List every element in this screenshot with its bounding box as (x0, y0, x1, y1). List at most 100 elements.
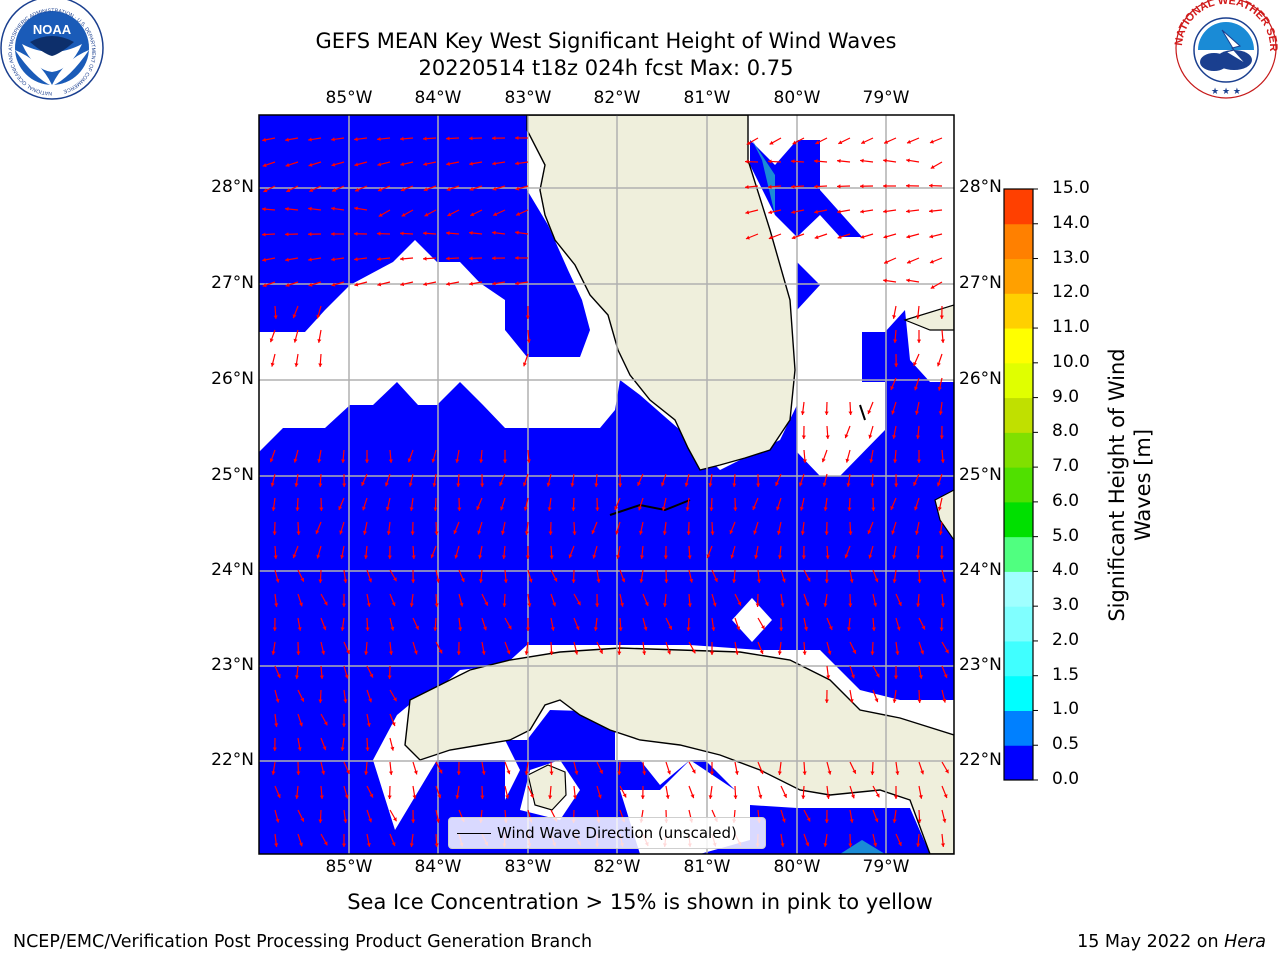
wind-arrow (548, 785, 553, 800)
wind-arrow (941, 569, 947, 583)
wind-arrow (849, 809, 854, 823)
wind-arrow (803, 617, 809, 631)
wind-arrow (684, 473, 690, 487)
wind-arrow (638, 497, 644, 511)
wind-arrow (849, 569, 854, 583)
wind-arrow (422, 256, 437, 261)
wind-arrow (685, 497, 690, 511)
wind-arrow (445, 231, 460, 236)
wind-arrow (941, 785, 948, 799)
wind-arrow (377, 136, 391, 142)
wind-arrow (779, 617, 784, 632)
lat-label-right: 22°N (959, 750, 1002, 770)
wind-arrow (308, 185, 322, 193)
wind-arrow (803, 833, 810, 847)
wind-arrow (936, 473, 943, 487)
wind-arrow (592, 545, 598, 559)
wind-arrow (893, 666, 899, 679)
wind-arrow (362, 521, 368, 535)
wind-arrow (883, 183, 896, 189)
wind-arrow (941, 665, 948, 679)
wind-arrow (285, 206, 299, 212)
wind-arrow (431, 449, 437, 463)
wind-arrow (272, 737, 277, 752)
wind-arrow (800, 521, 805, 535)
wind-arrow (432, 473, 437, 487)
wind-arrow (376, 231, 391, 236)
wind-arrow (445, 136, 460, 141)
wind-arrow (316, 545, 322, 559)
wind-arrow (638, 521, 644, 535)
wind-arrow (848, 401, 853, 416)
wind-arrow (846, 617, 852, 631)
wind-arrow (315, 521, 322, 535)
wind-arrow (572, 785, 578, 799)
wind-arrow (849, 761, 857, 774)
isla-juventud-land (527, 764, 567, 811)
wind-arrow (377, 281, 391, 287)
wind-arrow (617, 761, 622, 776)
wind-arrow (389, 713, 396, 727)
wind-arrow (331, 281, 345, 287)
wind-arrow (776, 497, 782, 511)
wind-arrow (757, 617, 766, 630)
wind-arrow (883, 257, 897, 264)
wind-arrow (914, 497, 920, 511)
wind-arrow (837, 209, 851, 214)
wind-arrow (777, 761, 782, 775)
wind-arrow (362, 497, 368, 511)
wind-arrow (502, 450, 508, 463)
wind-arrow (883, 278, 897, 283)
wind-arrow (522, 353, 529, 367)
wind-arrow (757, 761, 764, 775)
lon-label-top: 83°W (504, 88, 552, 108)
colorbar (1003, 188, 1038, 781)
wind-arrow (708, 473, 713, 487)
wind-arrow (308, 281, 322, 287)
wind-arrow (549, 545, 554, 560)
wind-arrow (341, 449, 346, 464)
wind-arrow (706, 545, 713, 559)
wind-arrow (524, 761, 529, 775)
wind-arrow (939, 617, 944, 632)
wind-arrow (320, 833, 328, 846)
wind-arrow (285, 137, 299, 142)
wind-arrow (365, 737, 370, 752)
wind-arrow (591, 521, 598, 535)
wind-arrow (354, 137, 368, 142)
colorbar-segment (1004, 432, 1033, 468)
wind-arrow (838, 137, 851, 145)
wind-arrow (410, 521, 415, 536)
wind-arrow (938, 401, 943, 415)
wind-arrow (500, 497, 506, 511)
wind-arrow (515, 135, 528, 141)
wind-arrow (846, 473, 851, 487)
wind-arrow (527, 569, 533, 583)
wind-arrow (343, 689, 348, 703)
wind-arrow (319, 785, 324, 800)
wind-arrow (711, 593, 717, 607)
wind-arrow (343, 761, 350, 775)
wind-arrow (297, 833, 303, 847)
wind-arrow (294, 353, 299, 367)
wind-arrow (524, 641, 529, 655)
wind-arrow (320, 713, 328, 726)
wind-arrow (273, 305, 278, 320)
wind-arrow (849, 689, 854, 703)
wind-arrow (893, 329, 898, 344)
wind-arrow (468, 256, 483, 261)
wind-arrow (481, 761, 486, 775)
wind-arrow (389, 809, 398, 822)
wind-arrow (274, 689, 280, 703)
wind-arrow (456, 761, 461, 776)
wind-arrow (522, 473, 529, 487)
lon-label-bottom: 83°W (504, 857, 552, 877)
wind-arrow (261, 232, 276, 237)
colorbar-segment (1004, 501, 1033, 538)
wind-arrow (479, 449, 484, 464)
colorbar-segment (1004, 258, 1033, 294)
wind-arrow (937, 497, 943, 511)
wind-arrow (364, 761, 369, 776)
wind-arrow (476, 497, 483, 511)
wind-arrow (320, 641, 326, 655)
